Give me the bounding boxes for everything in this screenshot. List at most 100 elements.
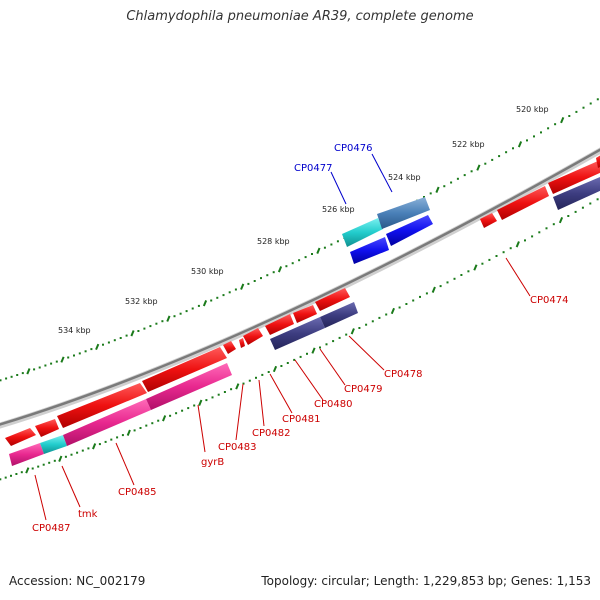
minor-tick — [10, 375, 13, 378]
minor-tick — [98, 443, 101, 446]
minor-tick — [78, 352, 81, 355]
minor-tick — [113, 339, 116, 342]
minor-tick — [272, 271, 275, 274]
minor-tick — [280, 365, 283, 367]
gene-label[interactable]: CP0483 — [218, 442, 256, 453]
leader-line — [505, 257, 531, 297]
minor-tick — [81, 449, 84, 452]
gene-feature[interactable] — [596, 153, 600, 168]
gene-feature[interactable] — [35, 419, 59, 437]
gene-label[interactable]: CP0477 — [294, 163, 332, 174]
gene-feature[interactable] — [146, 363, 232, 410]
minor-tick — [137, 330, 140, 332]
leader-line — [115, 442, 135, 486]
minor-tick — [37, 465, 40, 468]
minor-tick — [102, 343, 104, 346]
minor-tick — [460, 274, 463, 276]
gene-feature[interactable] — [243, 328, 263, 345]
gene-feature[interactable] — [293, 305, 317, 323]
gene-feature[interactable] — [480, 213, 497, 228]
gene-feature[interactable] — [223, 341, 236, 354]
gene-label[interactable]: CP0478 — [384, 369, 422, 380]
major-tick — [58, 455, 63, 462]
gene-label[interactable]: tmk — [78, 509, 98, 520]
minor-tick — [104, 440, 107, 443]
major-tick — [390, 307, 395, 315]
gene-label[interactable]: CP0481 — [282, 414, 320, 425]
gene-feature[interactable] — [377, 197, 430, 229]
minor-tick — [378, 316, 381, 319]
gene-feature[interactable] — [5, 428, 36, 446]
minor-tick — [242, 382, 245, 385]
gene-feature[interactable] — [497, 186, 549, 220]
gene-feature[interactable] — [63, 399, 151, 446]
minor-tick — [53, 459, 56, 462]
minor-tick — [371, 320, 374, 323]
gene-label[interactable]: CP0480 — [314, 399, 352, 410]
minor-tick — [484, 162, 487, 165]
gene-feature[interactable] — [386, 215, 433, 246]
gene-label[interactable]: CP0474 — [530, 295, 568, 306]
minor-tick — [116, 436, 119, 439]
gene-feature[interactable] — [350, 237, 389, 264]
gene-label[interactable]: CP0485 — [118, 487, 156, 498]
gene-label[interactable]: CP0476 — [334, 143, 372, 154]
minor-tick — [185, 310, 188, 313]
minor-tick — [470, 170, 473, 173]
gene-feature[interactable] — [57, 383, 147, 428]
gene-feature[interactable] — [548, 161, 600, 194]
gene-feature[interactable] — [342, 218, 383, 247]
major-tick — [92, 443, 97, 450]
minor-tick — [210, 299, 213, 302]
gene-feature[interactable] — [265, 314, 294, 335]
outer-scale-track — [0, 98, 599, 382]
minor-tick — [248, 379, 251, 382]
leader-line — [294, 359, 324, 401]
gene-label[interactable]: gyrB — [201, 457, 224, 468]
gene-label[interactable]: CP0479 — [344, 384, 382, 395]
minor-tick — [247, 282, 250, 285]
minor-tick — [338, 336, 341, 339]
minor-tick — [596, 98, 599, 101]
accession-text: Accession: NC_002179 — [9, 574, 146, 588]
major-tick — [560, 116, 565, 124]
minor-tick — [205, 399, 208, 402]
minor-tick — [306, 352, 308, 355]
minor-tick — [568, 115, 571, 117]
minor-tick — [155, 322, 158, 325]
gene-feature[interactable] — [142, 347, 227, 392]
gene-feature[interactable] — [239, 338, 245, 348]
gene-feature[interactable] — [315, 288, 350, 311]
minor-tick — [50, 362, 53, 365]
minor-tick — [332, 340, 335, 343]
gene-label[interactable]: CP0482 — [252, 428, 290, 439]
minor-tick — [439, 285, 442, 288]
minor-tick — [125, 334, 128, 337]
genome-summary-text: Topology: circular; Length: 1,229,853 bp… — [261, 574, 591, 588]
minor-tick — [31, 467, 34, 470]
major-tick — [166, 315, 171, 322]
gene-feature[interactable] — [9, 443, 44, 466]
minor-tick — [121, 434, 124, 437]
minor-tick — [73, 354, 75, 357]
minor-tick — [33, 368, 36, 371]
leader-line — [330, 171, 347, 205]
minor-tick — [161, 320, 164, 323]
major-tick — [26, 368, 31, 375]
gene-feature[interactable] — [320, 302, 358, 328]
minor-tick — [260, 277, 262, 280]
minor-tick — [20, 471, 23, 474]
gene-feature[interactable] — [270, 317, 325, 350]
major-tick — [198, 399, 203, 406]
major-tick — [202, 300, 208, 307]
minor-tick — [119, 337, 122, 339]
leader-line — [371, 153, 393, 193]
leader-lines — [34, 153, 531, 521]
gene-label[interactable]: CP0487 — [32, 523, 70, 534]
leader-line — [34, 474, 47, 521]
gene-feature[interactable] — [553, 177, 600, 210]
gene-feature[interactable] — [40, 435, 67, 454]
minor-tick — [21, 372, 24, 375]
minor-tick — [76, 451, 79, 454]
minor-tick — [175, 412, 178, 415]
